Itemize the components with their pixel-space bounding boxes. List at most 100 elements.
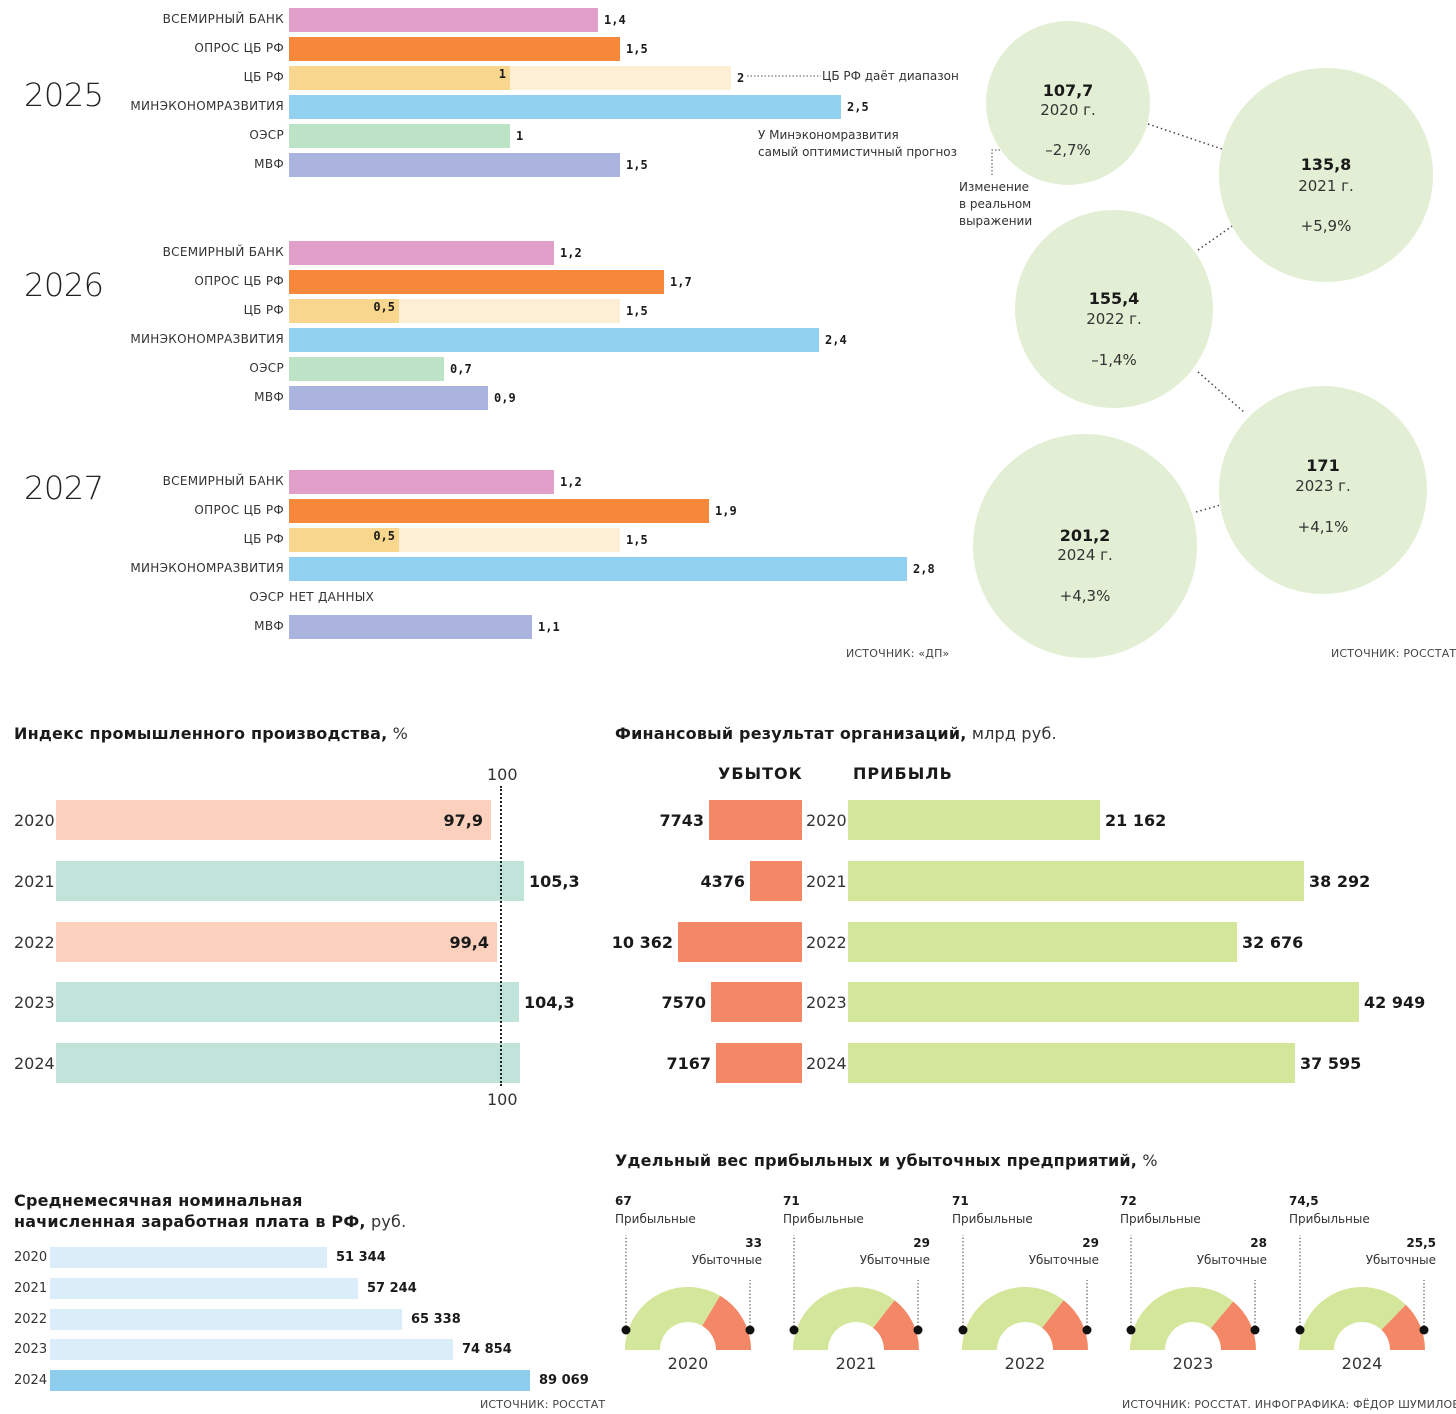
share-title: Удельный вес прибыльных и убыточных пред…: [615, 1151, 1158, 1170]
forecast-value-imf-2025: 1,5: [626, 158, 648, 172]
wage-bar-2024: [50, 1370, 530, 1391]
profit-share-value-2020: 67: [615, 1194, 632, 1208]
gauge-profit-slice-2021: [793, 1287, 895, 1350]
gauge-2021: [789, 1235, 923, 1350]
forecast-value-oecd-2025: 1: [516, 129, 524, 143]
industrial-value-2022: 99,4: [449, 933, 489, 952]
loss-value-2022: 10 362: [611, 933, 673, 952]
forecast-value-cb-low-2027: 0,5: [373, 529, 395, 543]
gauge-year-2021: 2021: [835, 1354, 877, 1373]
mer-note-line2: самый оптимистичный прогноз: [758, 145, 958, 159]
loss-share-value-2022: 29: [1082, 1236, 1099, 1250]
profit-share-value-2022: 71: [952, 1194, 969, 1208]
forecast-bar-imf-2025: [289, 153, 620, 177]
circle-year-1: 2021 г.: [1298, 177, 1354, 195]
gauge-2024: [1295, 1235, 1429, 1350]
forecast-year-2026: 2026: [24, 266, 104, 304]
wage-bar-2022: [50, 1309, 402, 1330]
forecast-label-cbsurvey-2027: ОПРОС ЦБ РФ: [194, 503, 284, 517]
loss-value-2023: 7570: [661, 993, 706, 1012]
loss-bar-2023: [711, 982, 802, 1022]
wages-title-text: начисленная заработная плата в РФ,: [14, 1212, 366, 1231]
profit-value-2020: 21 162: [1105, 811, 1167, 830]
industrial-bar-2023: [56, 982, 519, 1022]
loss-header: УБЫТОК: [718, 764, 803, 783]
forecast-label-cb-2026: ЦБ РФ: [243, 303, 284, 317]
profit-share-value-2023: 72: [1120, 1194, 1137, 1208]
gauge-loss-dot-2021: [913, 1325, 923, 1335]
circle-change-2: –1,4%: [1091, 351, 1137, 369]
loss-bar-2021: [750, 861, 802, 901]
forecast-label-wb-2025: ВСЕМИРНЫЙ БАНК: [162, 12, 284, 26]
forecast-label-imf-2025: МВФ: [254, 157, 284, 171]
profit-bar-2020: [848, 800, 1100, 840]
forecast-year-2027: 2027: [24, 469, 104, 507]
forecast-label-mer-2027: МИНЭКОНОМРАЗВИТИЯ: [130, 561, 284, 575]
forecast-bar-cbsurvey-2027: [289, 499, 709, 523]
forecast-label-cbsurvey-2025: ОПРОС ЦБ РФ: [194, 41, 284, 55]
gauge-loss-dot-2024: [1419, 1325, 1429, 1335]
profit-share-value-2024: 74,5: [1289, 1194, 1319, 1208]
loss-value-2020: 7743: [659, 811, 704, 830]
forecast-label-oecd-2027: ОЭСР: [249, 590, 284, 604]
finance-year-2022: 2022: [806, 933, 847, 952]
gauge-loss-slice-2021: [873, 1300, 919, 1350]
profit-value-2021: 38 292: [1309, 872, 1371, 891]
gauge-2023: [1126, 1235, 1260, 1350]
profit-share-label-2022: Прибыльные: [952, 1212, 1033, 1226]
forecast-value-cb-high-2025: 2: [737, 71, 745, 85]
industrial-title-text: Индекс промышленного производства,: [14, 724, 388, 743]
circle-value-2: 155,4: [1088, 289, 1140, 308]
wage-year-2022: 2022: [14, 1312, 48, 1327]
loss-share-label-2024: Убыточные: [1365, 1253, 1436, 1267]
forecast-value-cb-high-2026: 1,5: [626, 304, 648, 318]
gauge-loss-slice-2022: [1042, 1300, 1088, 1350]
profit-share-label-2024: Прибыльные: [1289, 1212, 1370, 1226]
forecast-bar-wb-2027: [289, 470, 554, 494]
industrial-year-2022: 2022: [14, 933, 55, 952]
forecast-year-2025: 2025: [24, 76, 104, 114]
circle-note-line1: Изменение: [959, 180, 1030, 194]
industrial-year-2020: 2020: [14, 811, 55, 830]
circle-value-1: 135,8: [1300, 155, 1352, 174]
industrial-value-2021: 105,3: [529, 872, 580, 891]
circle-year-0: 2020 г.: [1040, 101, 1096, 119]
forecast-value-cb-high-2027: 1,5: [626, 533, 648, 547]
forecast-bar-mer-2026: [289, 328, 819, 352]
forecast-value-cb-low-2025: 1: [498, 67, 506, 81]
circle-year-3: 2023 г.: [1295, 477, 1351, 495]
gauge-loss-slice-2020: [702, 1295, 751, 1350]
gauge-profit-slice-2022: [962, 1287, 1064, 1350]
finance-year-2021: 2021: [806, 872, 847, 891]
wage-year-2024: 2024: [14, 1373, 48, 1388]
circle-change-0: –2,7%: [1045, 141, 1091, 159]
circle-4: [973, 434, 1197, 658]
forecast-label-wb-2027: ВСЕМИРНЫЙ БАНК: [162, 474, 284, 488]
loss-bar-2024: [716, 1043, 802, 1083]
forecast-value-wb-2027: 1,2: [560, 475, 582, 489]
gauge-year-2022: 2022: [1004, 1354, 1046, 1373]
industrial-bar-2022: [56, 922, 497, 962]
forecast-bar-wb-2025: [289, 8, 598, 32]
forecast-value-wb-2026: 1,2: [560, 246, 582, 260]
forecast-value-cbsurvey-2026: 1,7: [670, 275, 692, 289]
gauge-year-2020: 2020: [667, 1354, 709, 1373]
circle-note-line3: выражении: [959, 214, 1033, 228]
gauge-profit-dot-2021: [789, 1325, 799, 1335]
profit-share-value-2021: 71: [783, 1194, 800, 1208]
industrial-bar-2024: [56, 1043, 520, 1083]
forecast-label-imf-2027: МВФ: [254, 619, 284, 633]
forecast-nodata-2027: НЕТ ДАННЫХ: [289, 590, 375, 604]
forecast-label-cbsurvey-2026: ОПРОС ЦБ РФ: [194, 274, 284, 288]
forecast-label-cb-2027: ЦБ РФ: [243, 532, 284, 546]
circle-year-4: 2024 г.: [1057, 546, 1113, 564]
forecast-label-oecd-2025: ОЭСР: [249, 128, 284, 142]
profit-bar-2024: [848, 1043, 1295, 1083]
wages-title-line2: начисленная заработная плата в РФ, руб.: [14, 1212, 406, 1231]
industrial-bar-2020: [56, 800, 491, 840]
gauge-year-2023: 2023: [1172, 1354, 1214, 1373]
loss-share-label-2023: Убыточные: [1196, 1253, 1267, 1267]
industrial-ref-line: [500, 786, 502, 1086]
wage-bar-2020: [50, 1247, 327, 1268]
forecast-label-wb-2026: ВСЕМИРНЫЙ БАНК: [162, 245, 284, 259]
